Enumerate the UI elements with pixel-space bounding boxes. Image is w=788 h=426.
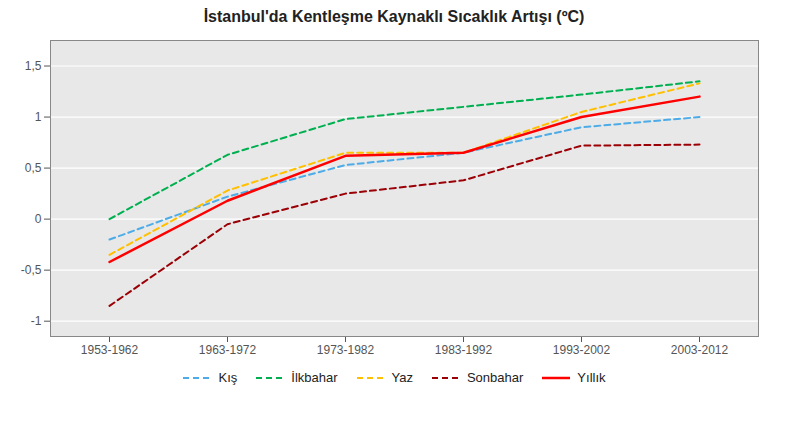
svg-text:1973-1982: 1973-1982 [317, 343, 375, 357]
svg-text:1953-1962: 1953-1962 [81, 343, 139, 357]
svg-text:1983-1992: 1983-1992 [435, 343, 493, 357]
svg-text:1993-2002: 1993-2002 [553, 343, 611, 357]
svg-text:1,5: 1,5 [25, 59, 42, 73]
html-text:Kış: Kış [218, 370, 238, 385]
html-text:Sonbahar: Sonbahar [467, 370, 524, 385]
html-text:Yıllık: Yıllık [577, 370, 606, 385]
svg-text:0: 0 [35, 212, 42, 226]
svg-text:-1: -1 [31, 314, 42, 328]
html-text:İlkbahar: İlkbahar [291, 370, 338, 385]
svg-text:2003-2012: 2003-2012 [671, 343, 729, 357]
svg-text:0,5: 0,5 [25, 161, 42, 175]
svg-text:1: 1 [35, 110, 42, 124]
svg-text:-0,5: -0,5 [21, 263, 42, 277]
html-text:Yaz: Yaz [391, 370, 413, 385]
svg-text:1963-1972: 1963-1972 [199, 343, 257, 357]
html-text:İstanbul'da Kentleşme Kaynaklı: İstanbul'da Kentleşme Kaynaklı Sıcaklık … [203, 8, 585, 25]
